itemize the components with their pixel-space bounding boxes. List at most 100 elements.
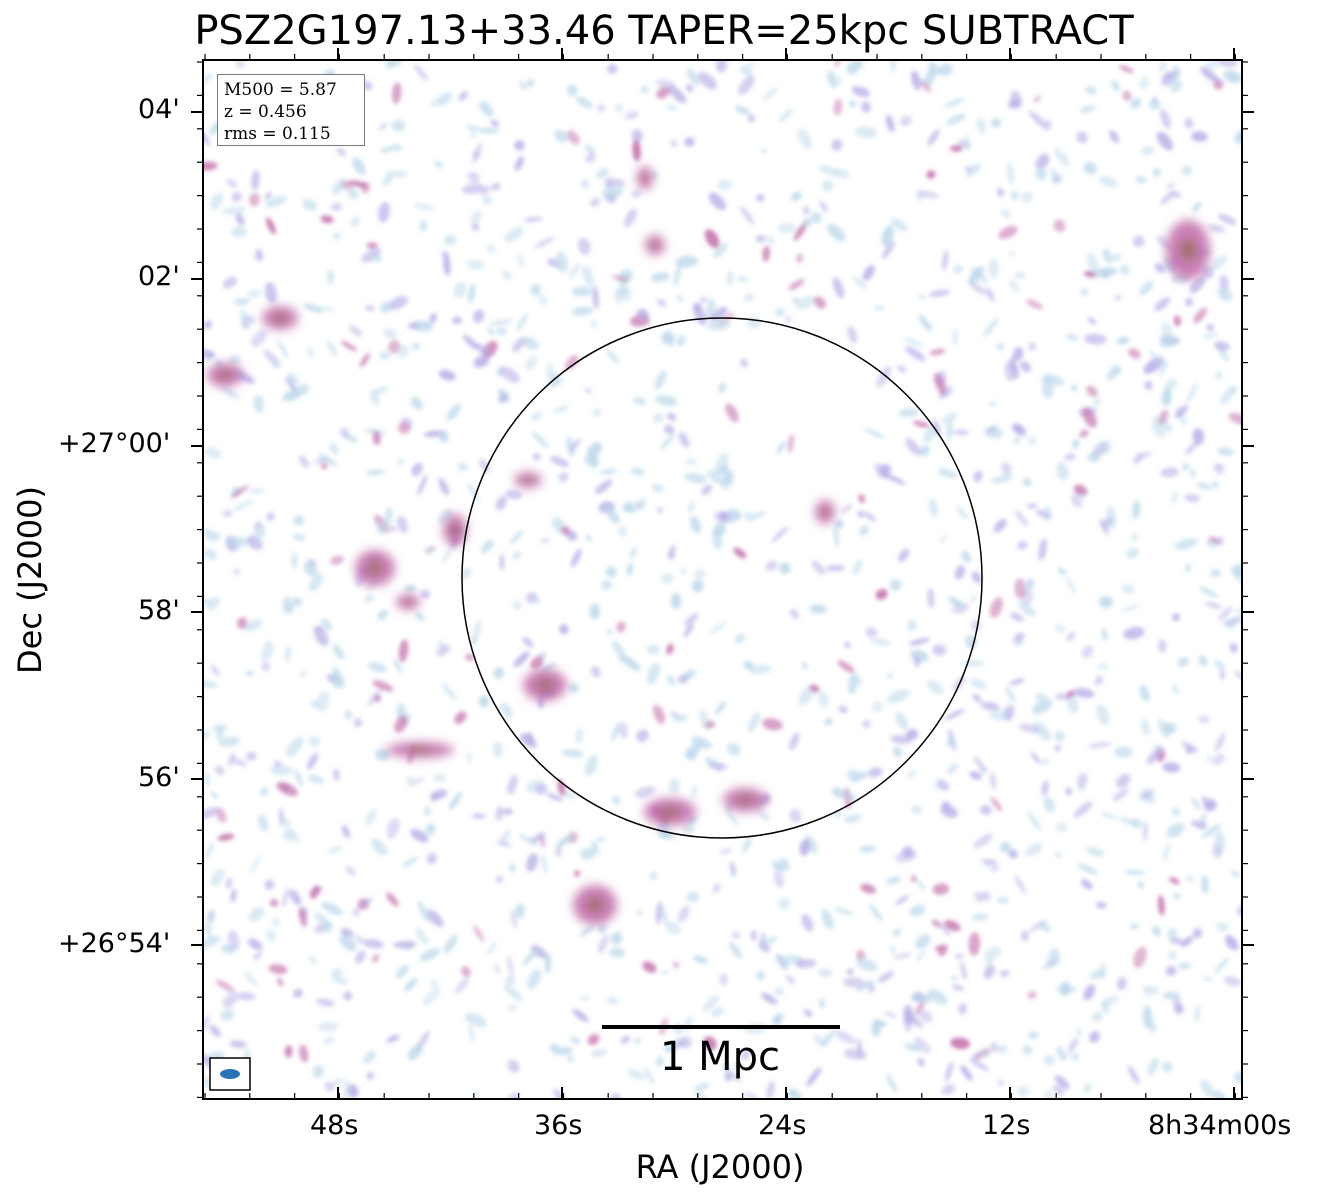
noise-blob <box>953 264 964 274</box>
noise-blob <box>626 566 631 574</box>
noise-blob <box>878 970 895 983</box>
noise-blob <box>473 309 485 323</box>
noise-blob <box>1202 332 1219 339</box>
noise-blob <box>915 950 926 962</box>
noise-blob <box>503 808 513 815</box>
noise-blob <box>1073 484 1088 496</box>
noise-blob <box>663 424 675 435</box>
noise-blob <box>1194 1004 1201 1022</box>
noise-blob <box>415 611 426 622</box>
noise-blob <box>495 496 507 511</box>
noise-blob <box>680 1036 692 1048</box>
noise-blob <box>243 619 263 632</box>
noise-blob <box>932 883 950 895</box>
noise-blob <box>534 236 555 249</box>
noise-blob <box>344 710 353 719</box>
noise-blob <box>606 997 619 1004</box>
noise-blob <box>558 472 569 482</box>
noise-blob <box>983 946 1002 961</box>
noise-blob <box>284 1045 293 1058</box>
noise-blob <box>1171 684 1180 694</box>
noise-blob <box>805 834 818 855</box>
noise-blob <box>523 217 543 222</box>
noise-blob <box>884 1011 897 1018</box>
noise-blob <box>692 303 707 326</box>
radio-source-peak <box>821 507 829 517</box>
noise-blob <box>856 958 878 972</box>
noise-blob <box>637 909 643 916</box>
noise-blob <box>886 1073 898 1094</box>
noise-blob <box>1201 796 1214 809</box>
noise-blob <box>675 255 698 268</box>
noise-blob <box>666 412 677 422</box>
noise-blob <box>631 190 642 198</box>
noise-blob <box>684 472 707 484</box>
noise-blob <box>1123 626 1145 640</box>
noise-blob <box>997 188 1004 197</box>
noise-blob <box>618 525 627 537</box>
noise-blob <box>1022 478 1032 487</box>
noise-blob <box>1076 131 1088 144</box>
noise-blob <box>1099 519 1109 535</box>
noise-blob <box>1157 894 1165 916</box>
noise-blob <box>231 758 247 766</box>
noise-blob <box>900 115 912 127</box>
noise-blob <box>691 784 698 799</box>
noise-blob <box>993 424 999 432</box>
noise-blob <box>339 427 350 438</box>
noise-blob <box>1038 921 1051 933</box>
noise-blob <box>266 217 276 235</box>
noise-blob <box>701 484 712 496</box>
noise-blob <box>1079 429 1089 438</box>
noise-blob <box>426 547 434 555</box>
noise-blob <box>920 80 932 93</box>
noise-blob <box>742 836 752 853</box>
noise-blob <box>1035 692 1047 701</box>
noise-blob <box>230 485 249 499</box>
noise-blob <box>597 934 609 954</box>
noise-blob <box>647 644 660 655</box>
noise-blob <box>855 949 866 961</box>
noise-blob <box>516 313 528 331</box>
noise-blob <box>948 596 965 609</box>
radio-source-peak <box>408 747 432 753</box>
noise-blob <box>1099 596 1113 609</box>
noise-blob <box>627 1069 645 1080</box>
noise-blob <box>1102 248 1113 264</box>
noise-blob <box>345 866 356 877</box>
noise-blob <box>605 348 620 365</box>
noise-blob <box>709 621 728 635</box>
noise-blob <box>667 921 681 935</box>
noise-blob <box>796 253 803 264</box>
noise-blob <box>937 468 958 479</box>
noise-blob <box>220 1009 235 1021</box>
noise-blob <box>277 977 284 987</box>
noise-blob <box>303 562 318 577</box>
noise-blob <box>489 319 513 326</box>
noise-blob <box>636 308 649 320</box>
noise-blob <box>1208 255 1228 271</box>
noise-blob <box>291 552 298 569</box>
noise-blob <box>1173 893 1181 900</box>
noise-blob <box>556 834 574 848</box>
noise-blob <box>1008 849 1018 859</box>
noise-blob <box>886 671 893 680</box>
noise-blob <box>740 206 755 225</box>
noise-blob <box>958 1002 967 1015</box>
noise-blob <box>688 500 695 514</box>
noise-blob <box>426 909 444 927</box>
noise-blob <box>744 293 755 302</box>
noise-blob <box>1073 801 1093 818</box>
noise-blob <box>859 524 869 537</box>
noise-blob <box>226 178 238 189</box>
noise-blob <box>251 329 267 347</box>
noise-blob <box>933 419 941 437</box>
noise-blob <box>862 511 877 522</box>
noise-blob <box>579 847 596 860</box>
noise-blob <box>897 364 907 373</box>
noise-blob <box>404 977 418 992</box>
noise-blob <box>858 494 866 504</box>
noise-blob <box>819 200 828 213</box>
noise-blob <box>686 68 700 86</box>
noise-blob <box>1096 704 1110 725</box>
